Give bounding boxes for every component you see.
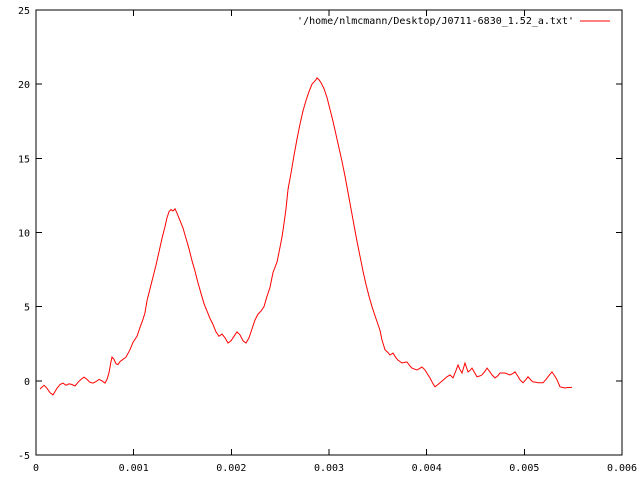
y-tick-label: 25 xyxy=(18,6,30,17)
series-line xyxy=(39,77,573,396)
y-tick-label: 20 xyxy=(18,80,30,91)
x-tick-label: 0.004 xyxy=(412,463,442,474)
plot-border xyxy=(35,9,623,456)
y-tick-label: -5 xyxy=(18,451,30,462)
y-tick-label: 10 xyxy=(18,229,30,240)
x-tick-label: 0.005 xyxy=(509,463,539,474)
x-tick-label: 0.001 xyxy=(119,463,149,474)
y-tick-label: 0 xyxy=(24,377,30,388)
y-tick-label: 5 xyxy=(24,303,30,314)
legend-label: '/home/nlmcmann/Desktop/J0711-6830_1.52_… xyxy=(297,16,574,27)
x-tick-label: 0.002 xyxy=(216,463,246,474)
x-tick-label: 0 xyxy=(33,463,39,474)
x-tick-label: 0.006 xyxy=(607,463,637,474)
y-tick-label: 15 xyxy=(18,154,30,165)
x-tick-label: 0.003 xyxy=(314,463,344,474)
